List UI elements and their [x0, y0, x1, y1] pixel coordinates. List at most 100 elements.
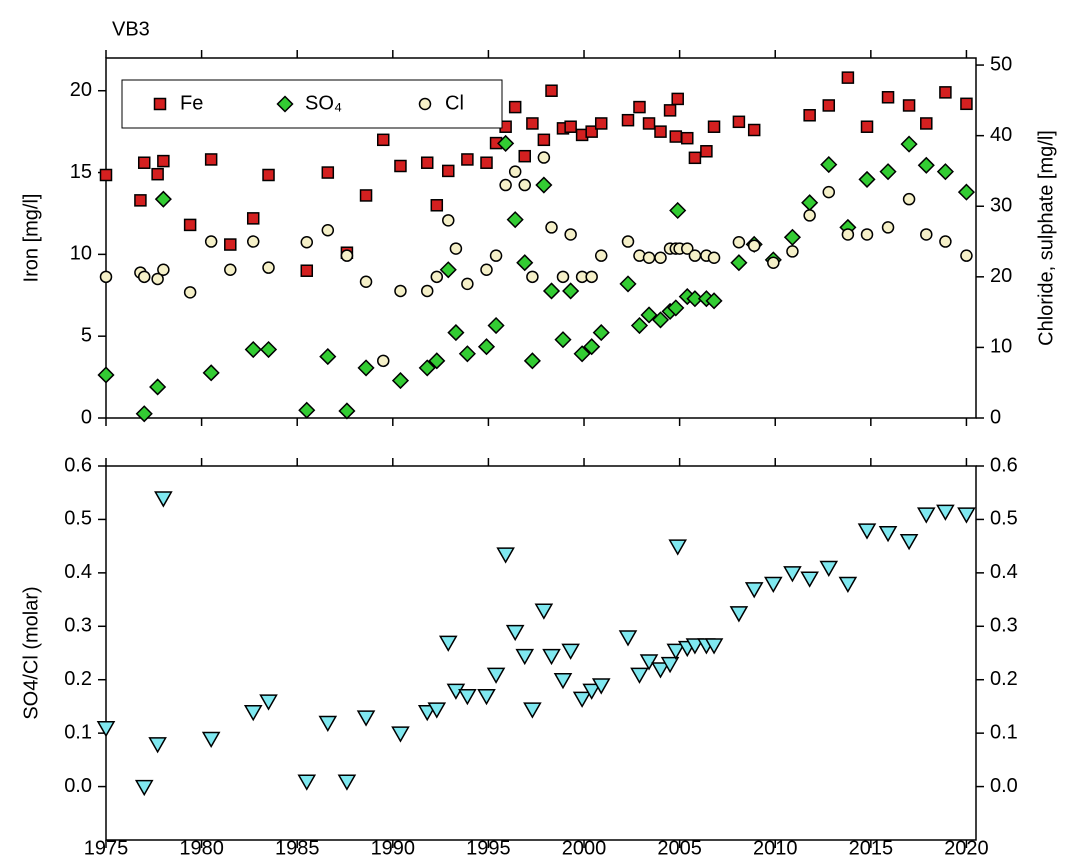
chart-title: VB3 — [112, 18, 150, 40]
marker-square — [99, 168, 113, 182]
marker-diamond — [523, 352, 541, 370]
marker-square — [681, 131, 694, 145]
marker-square — [461, 153, 474, 166]
marker-square — [224, 238, 237, 251]
marker-triangle — [523, 702, 542, 719]
legend-box — [121, 79, 503, 129]
marker-diamond — [917, 156, 935, 174]
marker-square — [359, 189, 373, 202]
marker-diamond — [418, 359, 436, 377]
y-tick-label: 15 — [70, 161, 92, 183]
marker-square — [151, 167, 164, 181]
marker-circle — [786, 245, 799, 258]
legend-marker — [153, 97, 167, 111]
marker-triangle — [878, 526, 898, 543]
marker-square — [321, 166, 335, 179]
marker-square — [663, 104, 677, 117]
marker-square — [262, 168, 275, 182]
y-tick-label: 0.3 — [64, 615, 92, 637]
marker-circle — [262, 261, 275, 274]
marker-circle — [594, 249, 608, 262]
marker-triangle — [744, 582, 764, 599]
marker-triangle — [764, 576, 783, 594]
marker-diamond — [820, 156, 838, 174]
marker-diamond — [338, 402, 356, 420]
marker-triangle — [259, 694, 278, 711]
x-tick-label: 2005 — [657, 837, 702, 859]
marker-circle — [902, 192, 916, 206]
marker-diamond — [583, 338, 601, 356]
marker-circle — [442, 214, 455, 227]
marker-square — [508, 100, 522, 114]
marker-triangle — [819, 560, 839, 578]
marker-triangle — [486, 667, 506, 684]
legend-marker — [276, 95, 294, 113]
x-tick-label: 1980 — [179, 837, 224, 859]
marker-circle — [881, 221, 895, 234]
y-tick-label: 0.0 — [64, 775, 92, 797]
marker-diamond — [135, 405, 153, 423]
marker-circle — [394, 284, 407, 298]
marker-square — [633, 100, 646, 114]
marker-circle — [300, 235, 314, 249]
marker-circle — [556, 270, 570, 284]
marker-diamond — [298, 401, 316, 419]
marker-square — [860, 120, 874, 133]
marker-square — [204, 153, 218, 166]
legend-label: Fe — [180, 92, 203, 114]
plot-frame — [105, 57, 977, 419]
marker-circle — [585, 270, 598, 284]
marker-diamond — [259, 340, 278, 359]
marker-square — [822, 99, 836, 112]
marker-square — [654, 125, 667, 138]
marker-triangle — [561, 643, 580, 660]
marker-square — [157, 154, 170, 168]
y2-axis-label: Chloride, sulphate [mg/l] — [1035, 130, 1057, 346]
marker-square — [545, 84, 558, 97]
marker-circle — [939, 235, 952, 248]
x-tick-label: 1990 — [371, 837, 416, 859]
marker-triangle — [651, 662, 670, 679]
marker-triangle — [618, 630, 638, 647]
marker-triangle — [916, 507, 936, 524]
marker-diamond — [619, 275, 637, 293]
y-tick-label: 0.1 — [64, 721, 92, 743]
marker-square — [377, 133, 390, 147]
marker-circle — [960, 249, 973, 262]
y2-tick-label: 50 — [990, 53, 1012, 75]
marker-triangle — [243, 705, 263, 722]
marker-triangle — [534, 603, 554, 620]
marker-diamond — [651, 311, 670, 329]
marker-square — [669, 130, 683, 143]
marker-triangle — [542, 648, 561, 666]
marker-square — [518, 149, 531, 163]
marker-circle — [642, 251, 656, 265]
marker-circle — [654, 251, 667, 265]
marker-diamond — [630, 316, 649, 335]
marker-diamond — [516, 254, 534, 272]
marker-circle — [157, 263, 170, 277]
marker-triangle — [668, 539, 688, 556]
marker-square — [137, 156, 151, 169]
marker-circle — [224, 263, 237, 277]
marker-square — [442, 164, 455, 178]
marker-diamond — [439, 261, 457, 279]
y2-tick-label: 0.4 — [990, 561, 1018, 583]
marker-circle — [420, 284, 434, 298]
x-tick-label: 1975 — [84, 837, 129, 859]
marker-square — [394, 159, 407, 173]
marker-square — [594, 117, 608, 130]
y2-tick-label: 40 — [990, 124, 1012, 146]
marker-circle — [461, 277, 474, 291]
marker-circle — [321, 223, 335, 237]
y2-tick-label: 0 — [990, 406, 1001, 428]
marker-diamond — [428, 352, 446, 370]
marker-diamond — [391, 372, 410, 390]
marker-triangle — [591, 678, 611, 695]
marker-square — [803, 109, 816, 122]
marker-diamond — [730, 254, 748, 272]
marker-triangle — [297, 774, 317, 791]
marker-square — [480, 156, 493, 169]
marker-triangle — [356, 710, 376, 727]
marker-triangle — [318, 715, 338, 732]
